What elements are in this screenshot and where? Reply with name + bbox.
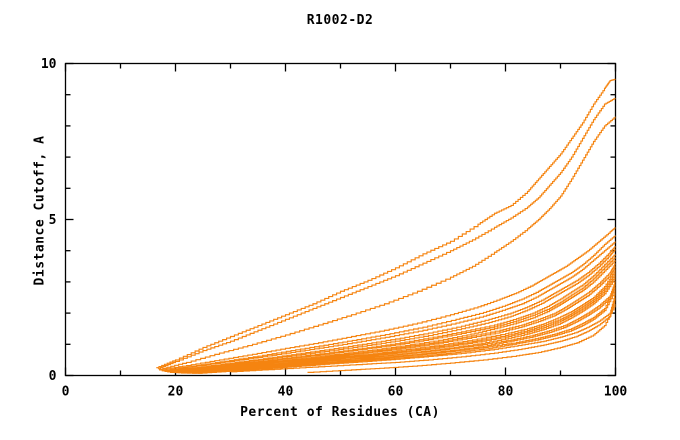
series-line <box>164 249 616 373</box>
y-tick-label: 0 <box>49 369 57 384</box>
series-line <box>186 286 616 374</box>
y-tick-label: 10 <box>41 57 57 72</box>
series-line <box>156 78 616 369</box>
series-line <box>230 297 616 373</box>
series-line <box>197 292 616 374</box>
x-tick-label: 40 <box>278 385 294 400</box>
series-line <box>178 275 616 374</box>
series-line <box>159 116 616 370</box>
series-line <box>167 256 616 373</box>
x-tick-label: 60 <box>388 385 404 400</box>
series-line <box>307 303 616 373</box>
x-tick-label: 0 <box>62 385 70 400</box>
tick-labels: 0 20 40 60 80 100 0 5 10 <box>41 57 628 400</box>
series-line <box>175 269 616 373</box>
series-line <box>161 235 616 372</box>
series-line <box>161 241 616 372</box>
series-line <box>172 266 616 373</box>
y-tick-label: 5 <box>49 213 57 228</box>
series-line <box>167 253 616 373</box>
series-line <box>159 227 616 371</box>
plot-axes <box>64 62 617 377</box>
series-line <box>170 260 616 373</box>
page-title: R1002-D2 <box>306 13 374 28</box>
series-line <box>181 280 616 374</box>
plot-series-layer <box>156 78 616 374</box>
series-line <box>157 97 616 370</box>
x-axis-label: Percent of Residues (CA) <box>240 405 440 420</box>
series-line <box>164 246 616 372</box>
x-tick-label: 20 <box>168 385 184 400</box>
series-line <box>170 263 616 373</box>
x-tick-label: 80 <box>498 385 514 400</box>
series-line <box>192 289 616 374</box>
x-tick-label: 100 <box>604 385 628 400</box>
